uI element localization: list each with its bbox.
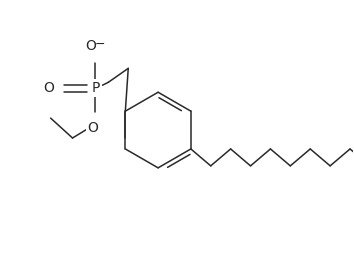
Text: P: P [91, 81, 99, 95]
Text: O: O [85, 39, 96, 54]
Text: −: − [95, 37, 105, 50]
Text: O: O [43, 81, 54, 95]
Text: O: O [87, 121, 98, 135]
